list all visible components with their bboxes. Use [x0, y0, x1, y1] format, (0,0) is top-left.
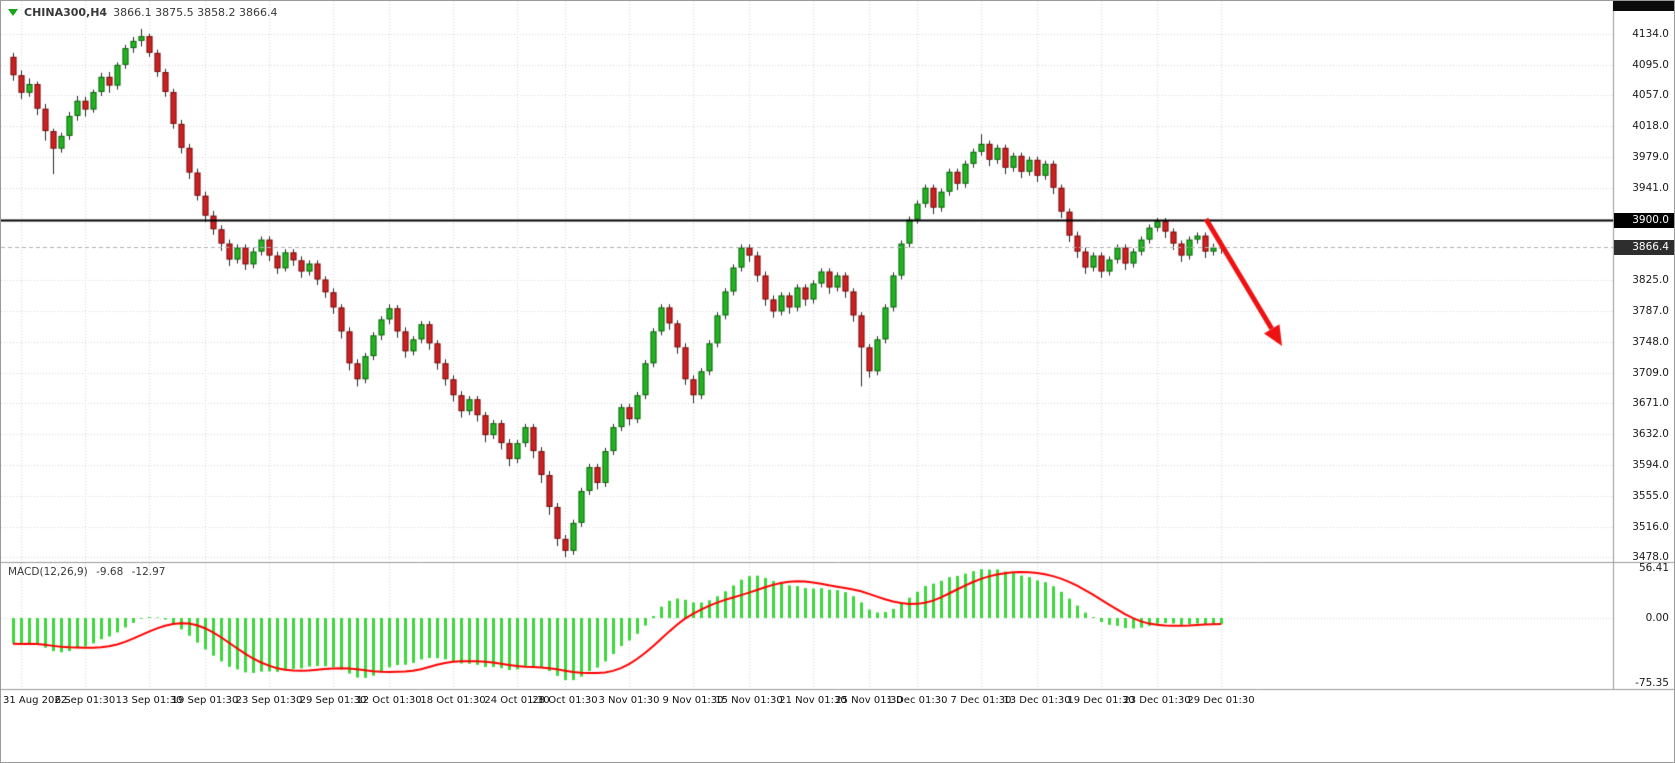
time-axis-label: 23 Sep 01:30 [235, 695, 303, 706]
axis-corner-box [1613, 1, 1674, 11]
ohlc-values-label: 3866.1 3875.5 3858.2 3866.4 [113, 6, 278, 19]
price-axis-label: 3478.0 [1632, 551, 1669, 564]
time-axis-label: 18 Oct 01:30 [420, 695, 486, 706]
trend-arrow-annotation[interactable] [1201, 214, 1291, 354]
price-axis-label: 3594.0 [1632, 458, 1669, 471]
horizontal-line-3900-object[interactable] [1, 216, 1613, 224]
price-axis-label: 3825.0 [1632, 274, 1669, 287]
time-axis-label: 19 Sep 01:30 [171, 695, 239, 706]
macd-value-label: -9.68 [96, 566, 124, 578]
time-axis-label: 23 Dec 01:30 [1123, 695, 1191, 706]
macd-signal-value-label: -12.97 [131, 566, 166, 578]
time-axis-label: 21 Nov 01:30 [779, 695, 847, 706]
time-axis-label: 3 Nov 01:30 [598, 695, 660, 706]
indicator-axis-label: -75.35 [1635, 677, 1669, 689]
price-axis-label: 3748.0 [1632, 335, 1669, 348]
time-axis-label: 13 Dec 01:30 [1003, 695, 1071, 706]
indicator-axis-label: 56.41 [1638, 562, 1669, 575]
price-axis-label: 3941.0 [1632, 181, 1669, 194]
price-axis-label: 3787.0 [1632, 304, 1669, 317]
macd-name-label: MACD(12,26,9) [8, 566, 88, 578]
time-axis-label: 1 Dec 01:30 [886, 695, 948, 706]
price-axis-label: 3555.0 [1632, 489, 1669, 502]
price-axis-label: 3979.0 [1632, 151, 1669, 164]
time-axis-label: 24 Oct 01:30 [484, 695, 550, 706]
time-axis-label: 15 Nov 01:30 [715, 695, 783, 706]
time-axis-label: 28 Oct 01:30 [532, 695, 598, 706]
hline-price-tag: 3900.0 [1614, 213, 1674, 229]
symbol-timeframe-label: CHINA300,H4 [24, 6, 108, 19]
price-axis-label: 4095.0 [1632, 58, 1669, 71]
indicator-axis-label: 0.00 [1645, 612, 1669, 624]
macd-indicator-row: MACD(12,26,9) -9.68 -12.97 [8, 566, 170, 578]
time-axis-label: 29 Sep 01:30 [299, 695, 367, 706]
time-axis-label: 12 Oct 01:30 [356, 695, 422, 706]
price-axis-label: 3709.0 [1632, 366, 1669, 379]
time-axis-label: 13 Sep 01:30 [115, 695, 183, 706]
time-axis-label: 19 Dec 01:30 [1067, 695, 1135, 706]
time-axis-label: 25 Nov 01:30 [835, 695, 903, 706]
chart-title-row: CHINA300,H4 3866.1 3875.5 3858.2 3866.4 [8, 6, 278, 19]
price-axis-label: 3516.0 [1632, 520, 1669, 533]
time-axis-label: 9 Nov 01:30 [662, 695, 724, 706]
one-click-dropdown-icon[interactable] [8, 9, 18, 16]
time-axis-label: 6 Sep 01:30 [54, 695, 116, 706]
price-axis-label: 4018.0 [1632, 120, 1669, 133]
price-axis-label: 3632.0 [1632, 428, 1669, 441]
price-axis-label: 4134.0 [1632, 27, 1669, 40]
time-axis-label: 29 Dec 01:30 [1187, 695, 1255, 706]
time-axis-label: 7 Dec 01:30 [950, 695, 1012, 706]
current-price-tag: 3866.4 [1614, 240, 1674, 256]
price-axis-label: 4057.0 [1632, 89, 1669, 102]
price-axis-label: 3671.0 [1632, 397, 1669, 410]
time-axis-label: 31 Aug 2022 [3, 695, 68, 706]
